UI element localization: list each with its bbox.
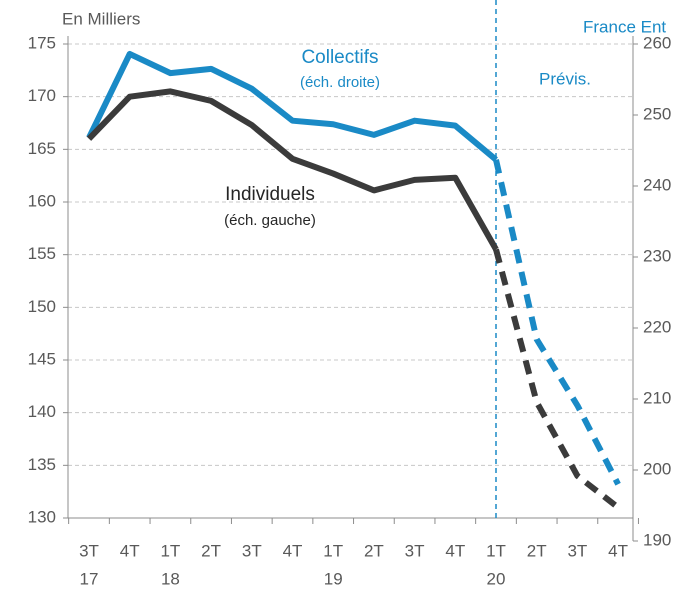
x-tick-label: 4T [283,541,303,560]
y-tick-label: 160 [28,191,56,210]
forecast-label: Prévis. [539,69,591,88]
x-tick-label: 3T [242,541,262,560]
x-tick-label: 2T [527,541,547,560]
series-label: Collectifs [301,47,378,68]
x-tick-label: 3T [79,541,99,560]
y2-tick-label: 190 [643,530,671,549]
x-tick-label: 4T [120,541,140,560]
y2-tick-label: 230 [643,246,671,265]
forecast-line [493,248,620,510]
y-tick-label: 155 [28,244,56,263]
series-scale-note: (éch. gauche) [224,212,316,229]
series-line [86,88,499,251]
x-year-label: 20 [487,569,506,588]
y-axis-label: En Milliers [62,9,140,28]
x-tick-label: 2T [201,541,221,560]
x-year-label: 18 [161,569,180,588]
y2-tick-label: 220 [643,317,671,336]
y-tick-label: 175 [28,33,56,52]
series-scale-note: (éch. droite) [300,74,380,91]
y2-tick-label: 240 [643,175,671,194]
chart-title: France Ent [583,17,666,36]
y2-tick-label: 250 [643,104,671,123]
y2-tick-label: 200 [643,459,671,478]
x-year-label: 19 [324,569,343,588]
y-tick-label: 170 [28,86,56,105]
x-year-label: 17 [80,569,99,588]
y-tick-label: 145 [28,349,56,368]
x-tick-label: 4T [445,541,465,560]
y-tick-label: 165 [28,139,56,158]
y-tick-label: 135 [28,455,56,474]
x-tick-label: 4T [608,541,628,560]
y-tick-label: 140 [28,402,56,421]
series-label: Individuels [225,184,315,205]
series-line [86,50,498,163]
x-tick-label: 3T [405,541,425,560]
y-tick-label: 150 [28,297,56,316]
x-tick-label: 1T [160,541,180,560]
forecast-line [493,159,621,486]
y2-tick-label: 210 [643,388,671,407]
x-tick-label: 2T [364,541,384,560]
y-tick-label: 130 [28,507,56,526]
x-tick-label: 1T [486,541,506,560]
y2-tick-label: 260 [643,33,671,52]
x-tick-label: 1T [323,541,343,560]
x-tick-label: 3T [567,541,587,560]
